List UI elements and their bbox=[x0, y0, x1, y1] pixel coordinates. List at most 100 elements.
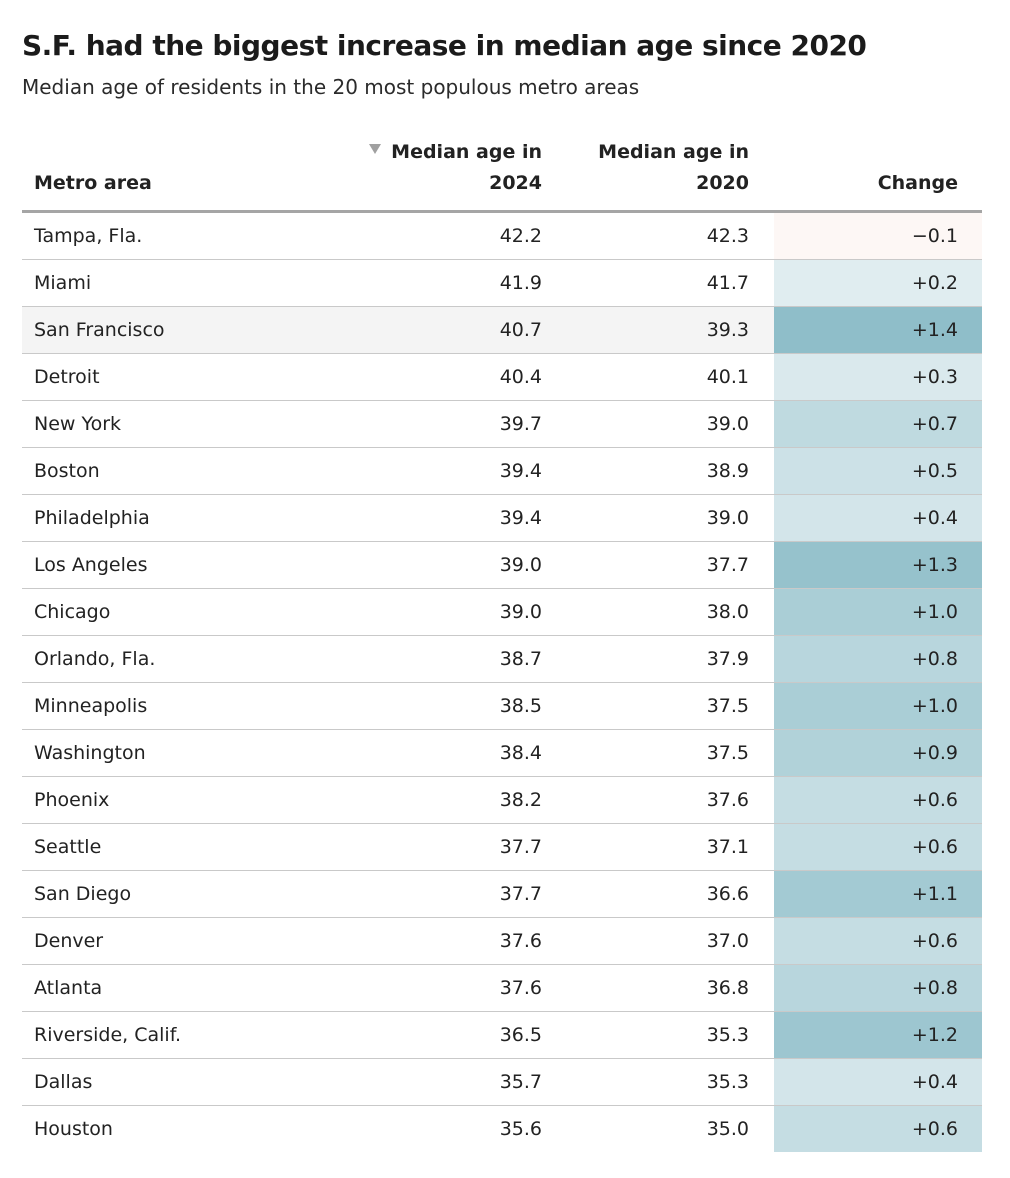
cell-median-age-2024: 38.5 bbox=[499, 695, 542, 717]
cell-change-value: +1.4 bbox=[911, 319, 958, 341]
table-row: Tampa, Fla. 42.2 42.3 −0.1 bbox=[22, 213, 982, 260]
cell-change: +1.3 bbox=[774, 542, 982, 588]
table-row: Denver 37.6 37.0 +0.6 bbox=[22, 918, 982, 965]
cell-median-age-2024: 36.5 bbox=[499, 1024, 542, 1046]
cell-metro-area: Atlanta bbox=[34, 977, 103, 999]
cell-median-age-2020: 38.0 bbox=[706, 601, 749, 623]
cell-change-value: +1.0 bbox=[911, 601, 958, 623]
cell-median-age-2020: 37.6 bbox=[706, 789, 749, 811]
cell-median-age-2020: 40.1 bbox=[706, 366, 749, 388]
chart-title: S.F. had the biggest increase in median … bbox=[22, 29, 867, 62]
cell-median-age-2024: 39.0 bbox=[499, 554, 542, 576]
table-row: Riverside, Calif. 36.5 35.3 +1.2 bbox=[22, 1012, 982, 1059]
cell-change-value: +1.2 bbox=[911, 1024, 958, 1046]
cell-change-value: +1.1 bbox=[911, 883, 958, 905]
cell-metro-area: Miami bbox=[34, 272, 92, 294]
cell-median-age-2020: 39.0 bbox=[706, 413, 749, 435]
cell-metro-area: Riverside, Calif. bbox=[34, 1024, 182, 1046]
cell-change-value: +0.4 bbox=[911, 1071, 958, 1093]
column-header-median-age-2020[interactable]: Median age in 2020 bbox=[598, 137, 749, 199]
cell-median-age-2024: 35.7 bbox=[499, 1071, 542, 1093]
column-header-median-age-2024[interactable]: Median age in 2024 bbox=[369, 137, 542, 199]
cell-change-value: +0.5 bbox=[911, 460, 958, 482]
cell-change-value: +1.0 bbox=[911, 695, 958, 717]
cell-metro-area: Los Angeles bbox=[34, 554, 148, 576]
cell-change-value: +0.6 bbox=[911, 836, 958, 858]
table-row: Orlando, Fla. 38.7 37.9 +0.8 bbox=[22, 636, 982, 683]
cell-median-age-2024: 40.7 bbox=[499, 319, 542, 341]
row-background bbox=[22, 777, 774, 823]
cell-median-age-2024: 37.7 bbox=[499, 836, 542, 858]
cell-metro-area: Tampa, Fla. bbox=[34, 225, 143, 247]
cell-change: +0.9 bbox=[774, 730, 982, 776]
data-table: Metro area Median age in 2024 Median age… bbox=[22, 130, 982, 1152]
cell-change-value: +0.9 bbox=[911, 742, 958, 764]
table-row: Dallas 35.7 35.3 +0.4 bbox=[22, 1059, 982, 1106]
cell-median-age-2024: 37.6 bbox=[499, 930, 542, 952]
row-background bbox=[22, 448, 774, 494]
column-header-change[interactable]: Change bbox=[877, 172, 958, 194]
cell-change: +1.2 bbox=[774, 1012, 982, 1058]
cell-change-value: +0.6 bbox=[911, 930, 958, 952]
cell-median-age-2020: 41.7 bbox=[706, 272, 749, 294]
cell-metro-area: Seattle bbox=[34, 836, 102, 858]
cell-median-age-2020: 37.5 bbox=[706, 695, 749, 717]
cell-change: +0.2 bbox=[774, 260, 982, 306]
row-background bbox=[22, 260, 774, 306]
cell-change: +1.0 bbox=[774, 589, 982, 635]
cell-median-age-2024: 37.7 bbox=[499, 883, 542, 905]
cell-median-age-2024: 40.4 bbox=[499, 366, 542, 388]
table-row: Washington 38.4 37.5 +0.9 bbox=[22, 730, 982, 777]
cell-change-value: +0.8 bbox=[911, 648, 958, 670]
column-header-metro-area[interactable]: Metro area bbox=[34, 172, 152, 194]
cell-metro-area: San Diego bbox=[34, 883, 132, 905]
cell-metro-area: Philadelphia bbox=[34, 507, 150, 529]
cell-metro-area: Minneapolis bbox=[34, 695, 148, 717]
column-header-median-age-2020-line1: Median age in bbox=[598, 141, 749, 163]
cell-change-value: −0.1 bbox=[911, 225, 958, 247]
cell-metro-area: Denver bbox=[34, 930, 104, 952]
table-row: San Diego 37.7 36.6 +1.1 bbox=[22, 871, 982, 918]
cell-metro-area: Boston bbox=[34, 460, 100, 482]
cell-median-age-2020: 39.3 bbox=[706, 319, 749, 341]
row-background bbox=[22, 589, 774, 635]
cell-median-age-2024: 41.9 bbox=[499, 272, 542, 294]
table-row: Minneapolis 38.5 37.5 +1.0 bbox=[22, 683, 982, 730]
table-row: Phoenix 38.2 37.6 +0.6 bbox=[22, 777, 982, 824]
column-header-median-age-2024-line1: Median age in bbox=[369, 137, 542, 168]
sort-descending-triangle-icon bbox=[369, 144, 382, 154]
table-row: San Francisco 40.7 39.3 +1.4 bbox=[22, 307, 982, 354]
cell-change-value: +0.2 bbox=[911, 272, 958, 294]
table-body: Tampa, Fla. 42.2 42.3 −0.1 Miami 41.9 41.7 +0.2… bbox=[22, 213, 982, 1152]
cell-median-age-2020: 39.0 bbox=[706, 507, 749, 529]
cell-change-value: +0.6 bbox=[911, 789, 958, 811]
cell-change-value: +0.6 bbox=[911, 1118, 958, 1140]
table-row: Philadelphia 39.4 39.0 +0.4 bbox=[22, 495, 982, 542]
cell-metro-area: Detroit bbox=[34, 366, 100, 388]
cell-change: +0.6 bbox=[774, 918, 982, 964]
cell-change-value: +0.7 bbox=[911, 413, 958, 435]
cell-change: +0.7 bbox=[774, 401, 982, 447]
cell-change: +0.6 bbox=[774, 1106, 982, 1152]
cell-change: −0.1 bbox=[774, 213, 982, 259]
cell-median-age-2024: 39.4 bbox=[499, 507, 542, 529]
row-background bbox=[22, 401, 774, 447]
cell-change: +1.4 bbox=[774, 307, 982, 353]
cell-median-age-2020: 36.6 bbox=[706, 883, 749, 905]
chart-subtitle: Median age of residents in the 20 most p… bbox=[22, 75, 640, 99]
cell-median-age-2024: 38.7 bbox=[499, 648, 542, 670]
cell-median-age-2024: 35.6 bbox=[499, 1118, 542, 1140]
cell-metro-area: Orlando, Fla. bbox=[34, 648, 156, 670]
cell-change: +0.6 bbox=[774, 777, 982, 823]
cell-change: +0.6 bbox=[774, 824, 982, 870]
cell-median-age-2024: 39.7 bbox=[499, 413, 542, 435]
row-background bbox=[22, 965, 774, 1011]
cell-median-age-2020: 36.8 bbox=[706, 977, 749, 999]
row-background bbox=[22, 307, 774, 353]
table-row: Detroit 40.4 40.1 +0.3 bbox=[22, 354, 982, 401]
cell-metro-area: Washington bbox=[34, 742, 146, 764]
cell-change: +1.1 bbox=[774, 871, 982, 917]
table-row: Houston 35.6 35.0 +0.6 bbox=[22, 1106, 982, 1152]
table-row: Atlanta 37.6 36.8 +0.8 bbox=[22, 965, 982, 1012]
cell-change: +0.3 bbox=[774, 354, 982, 400]
